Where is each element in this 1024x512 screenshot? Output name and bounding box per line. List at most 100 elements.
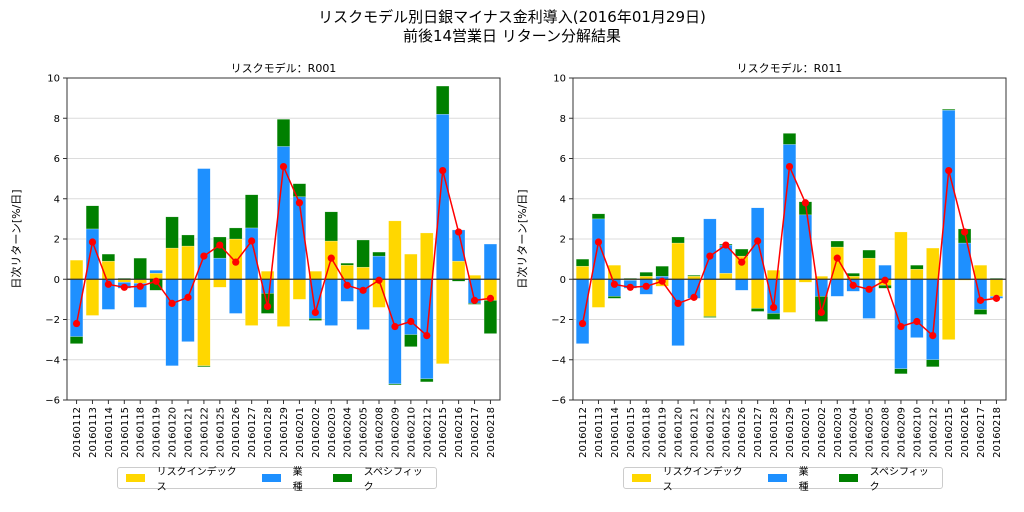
y-tick-label: 10 [47, 74, 60, 85]
bar-risk-index [782, 279, 797, 313]
bar-specific [910, 264, 924, 270]
legend-item-industry: 業種 [262, 463, 311, 493]
bar-risk-index [671, 242, 685, 280]
x-tick-label: 20160122 [199, 407, 210, 458]
y-tick-label: −4 [45, 355, 60, 366]
bar-industry [798, 214, 812, 280]
x-tick-label: 20160128 [263, 407, 274, 458]
bar-specific [830, 240, 844, 248]
legend-swatch-specific [333, 474, 352, 482]
bar-specific [308, 318, 322, 321]
bar-specific [671, 236, 685, 244]
legend-label-risk-index: リスクインデックス [156, 467, 237, 493]
bar-risk-index [973, 264, 988, 280]
total-return-point [407, 317, 415, 326]
x-tick-label: 20160209 [390, 407, 401, 458]
total-return-point [136, 282, 144, 290]
y-tick-label: −4 [551, 355, 566, 366]
bar-specific [751, 308, 765, 312]
x-tick-label: 20160216 [454, 407, 465, 458]
bar-industry [830, 279, 844, 297]
bar-risk-index [452, 260, 466, 280]
bar-risk-index [942, 279, 956, 340]
y-axis-label: 日次リターン[%/日] [9, 189, 23, 288]
chart-r011: −6 −4 −2 0 2 4 6 8 10 20160112 20160113 20160114 201… [515, 61, 1007, 458]
legend-r001: リスクインデックス 業種 スペシフィック [117, 467, 437, 493]
bar-risk-index [436, 279, 450, 364]
y-tick-label: 4 [560, 194, 566, 205]
legend-label-industry: 業種 [798, 467, 809, 493]
bar-risk-index [719, 273, 733, 280]
bar-specific [607, 296, 621, 299]
bar-risk-index [388, 220, 402, 280]
x-tick-label: 20160115 [120, 407, 131, 458]
bar-specific [85, 205, 100, 230]
total-return-point [391, 322, 399, 331]
total-return-point [200, 252, 208, 260]
y-tick-label: 0 [560, 275, 566, 286]
total-return-point [626, 283, 634, 291]
total-return-point [881, 276, 889, 284]
legend-label-industry: 業種 [292, 467, 303, 493]
bar-risk-index [420, 232, 434, 280]
legend-swatch-risk-index [632, 474, 651, 482]
total-return-point [849, 281, 857, 289]
x-tick-label: 20160119 [658, 407, 669, 458]
x-tick-label: 20160120 [674, 407, 685, 458]
total-return-point [184, 293, 192, 301]
total-return-point [168, 299, 176, 307]
bar-risk-index [591, 279, 606, 308]
legend-item-specific: スペシフィック [839, 463, 934, 493]
legend-swatch-industry [768, 474, 787, 482]
legend-label-risk-index: リスクインデックス [662, 467, 743, 493]
x-tick-label: 20160212 [928, 407, 939, 458]
x-tick-label: 20160119 [152, 407, 163, 458]
total-return-point [439, 166, 447, 175]
bar-industry [213, 257, 227, 280]
bar-industry [591, 218, 606, 280]
total-return-point [375, 276, 383, 284]
total-return-point [152, 277, 160, 285]
bar-risk-index [165, 247, 179, 280]
legend-item-risk-index: リスクインデックス [632, 463, 746, 493]
total-return-point [327, 254, 335, 262]
y-tick-label: 4 [54, 194, 60, 205]
legend-swatch-specific [839, 474, 858, 482]
figure-title-line1: リスクモデル別日銀マイナス金利導入(2016年01月29日) [318, 8, 706, 26]
total-return-point [248, 237, 256, 245]
bar-specific [782, 133, 797, 145]
total-return-point [961, 228, 969, 236]
bar-industry [181, 279, 195, 342]
x-tick-label: 20160115 [626, 407, 637, 458]
bar-industry [575, 279, 590, 344]
total-return-point [833, 254, 841, 262]
total-return-point [455, 228, 463, 236]
bar-risk-index [862, 257, 876, 280]
bar-industry [229, 279, 243, 314]
x-tick-label: 20160204 [849, 407, 860, 458]
y-tick-label: −6 [551, 396, 566, 407]
total-return-point [279, 162, 288, 171]
x-tick-label: 20160118 [642, 407, 653, 458]
figure-title-line2: 前後14営業日 リターン分解結果 [402, 27, 622, 45]
bar-specific [165, 216, 179, 249]
x-tick-label: 20160203 [327, 407, 338, 458]
bar-risk-index [276, 279, 291, 327]
legend-label-specific: スペシフィック [363, 467, 423, 493]
total-return-point [865, 285, 873, 293]
x-tick-label: 20160202 [817, 407, 828, 458]
bar-industry [910, 279, 924, 338]
bar-industry [165, 279, 179, 366]
bar-specific [372, 251, 386, 257]
y-tick-label: 8 [54, 114, 60, 125]
x-tick-label: 20160217 [976, 407, 987, 458]
subplot-title: リスクモデル：R011 [737, 61, 843, 75]
bar-specific [575, 258, 590, 267]
total-return-point [897, 322, 905, 331]
bar-risk-index [989, 279, 1004, 297]
y-axis-label: 日次リターン[%/日] [515, 189, 529, 288]
x-tick-label: 20160113 [88, 407, 99, 458]
bar-specific [973, 309, 988, 315]
bar-specific [862, 249, 876, 259]
x-tick-label: 20160112 [578, 407, 589, 458]
